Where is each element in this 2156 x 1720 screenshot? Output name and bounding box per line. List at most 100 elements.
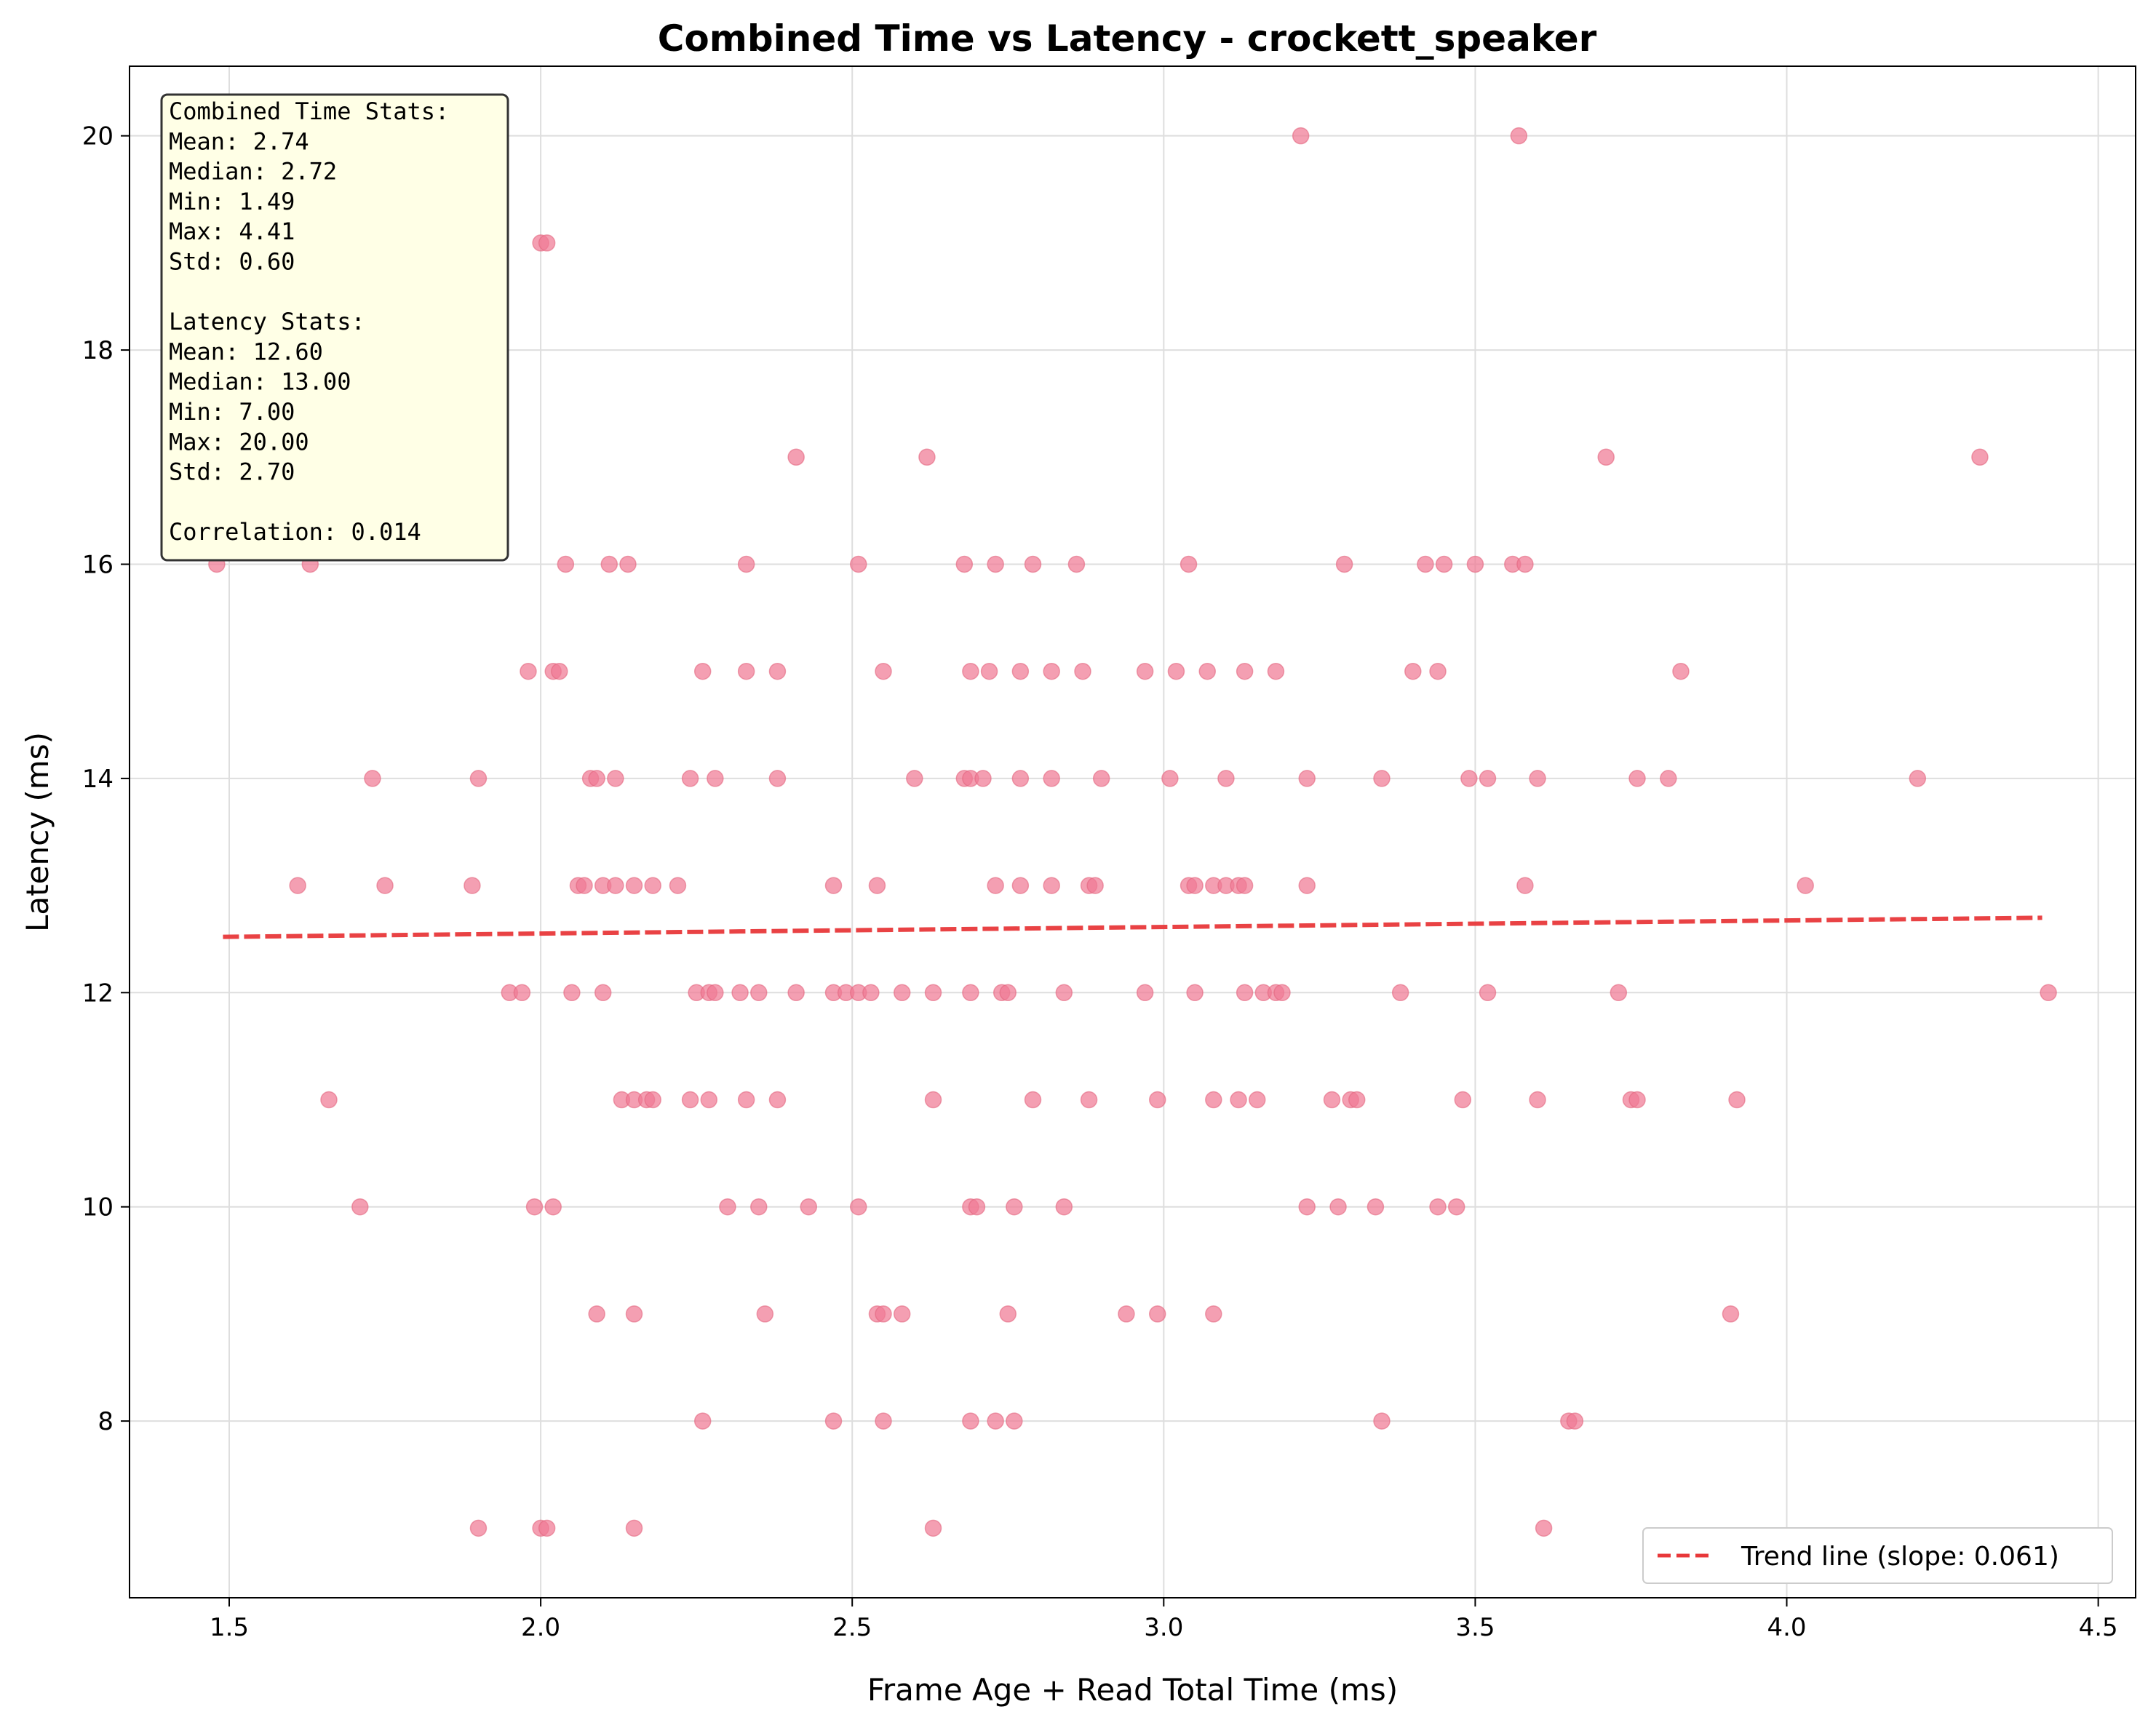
data-point [968,1198,986,1216]
data-point [824,877,843,894]
data-point [700,1091,718,1109]
data-point [681,1091,699,1109]
data-point [924,1091,942,1109]
data-point [1329,1198,1347,1216]
data-point [1373,1412,1391,1430]
data-point [1086,877,1104,894]
data-point [1043,770,1060,787]
data-point [1074,662,1091,680]
data-point [625,877,643,894]
x-tick-label: 1.5 [210,1613,249,1642]
data-point [1205,1091,1222,1109]
data-point [1230,1091,1247,1109]
data-point [538,1519,556,1537]
data-point [669,877,687,894]
data-point [787,984,805,1002]
data-point [924,984,942,1002]
stats-box-frame [160,93,509,562]
data-point [1516,555,1534,573]
data-point [737,555,755,573]
data-point [1610,984,1628,1002]
data-point [289,877,306,894]
data-point [875,1305,892,1323]
data-point [737,1091,755,1109]
data-point [768,1091,787,1109]
data-point [464,877,481,894]
data-point [1217,770,1235,787]
data-point [1909,770,1927,787]
data-point [1148,1091,1166,1109]
data-point [1011,877,1030,894]
stats-line: Std: 0.60 [169,248,295,276]
data-point [1148,1305,1166,1323]
data-point [1529,1091,1546,1109]
data-point [1043,662,1060,680]
data-point [737,662,755,680]
data-point [525,1198,544,1216]
data-point [750,1198,768,1216]
data-point [893,1305,911,1323]
data-point [987,1412,1004,1430]
data-point [1298,1198,1316,1216]
data-point [955,555,974,573]
data-point [1067,555,1086,573]
stats-line: Mean: 2.74 [169,127,309,155]
stats-line: Mean: 12.60 [169,338,323,365]
data-point [625,1519,643,1537]
data-point [513,984,531,1002]
data-point [469,770,488,787]
data-point [320,1091,338,1109]
trend-line [223,915,2042,939]
x-tick-label: 4.0 [1767,1613,1806,1642]
data-point [1186,984,1204,1002]
data-point [2040,984,2057,1002]
data-point [1092,770,1110,787]
data-point [1236,877,1254,894]
data-point [862,984,880,1002]
data-point [1198,662,1216,680]
data-point [1136,662,1154,680]
data-point [1055,1198,1073,1216]
data-point [850,1198,867,1216]
data-point [625,1305,643,1323]
plot-frame [129,65,2136,1598]
x-tick-label: 2.5 [832,1613,872,1642]
y-tick-label: 18 [82,336,114,365]
data-point [1186,877,1204,894]
data-point [1335,555,1353,573]
data-point [563,984,581,1002]
data-point [1118,1305,1135,1323]
stats-box: Combined Time Stats:Mean: 2.74 Median: 2.… [160,93,509,562]
legend: Trend line (slope: 0.061) [1642,1527,2113,1584]
data-point [551,662,568,680]
data-point [924,1519,942,1537]
data-point [1298,877,1316,894]
data-point [987,555,1004,573]
data-point [607,770,624,787]
data-point [1628,770,1646,787]
data-point [1180,555,1198,573]
data-point [980,662,998,680]
data-point [588,1305,605,1323]
y-tick-label: 14 [82,765,114,794]
stats-line: Min: 7.00 [169,398,295,426]
data-point [1971,448,1989,466]
data-point [1348,1091,1366,1109]
data-point [800,1198,818,1216]
data-point [750,984,768,1002]
data-point [681,770,699,787]
legend-box [1642,1527,2113,1584]
data-point [824,1412,843,1430]
data-point [544,1198,562,1216]
data-point [1205,1305,1222,1323]
data-point [1136,984,1154,1002]
data-point [1672,662,1690,680]
data-point [376,877,394,894]
data-point [918,448,936,466]
data-point [520,662,537,680]
data-point [999,1305,1017,1323]
data-point [1161,770,1179,787]
data-point [731,984,749,1002]
data-point [999,984,1017,1002]
